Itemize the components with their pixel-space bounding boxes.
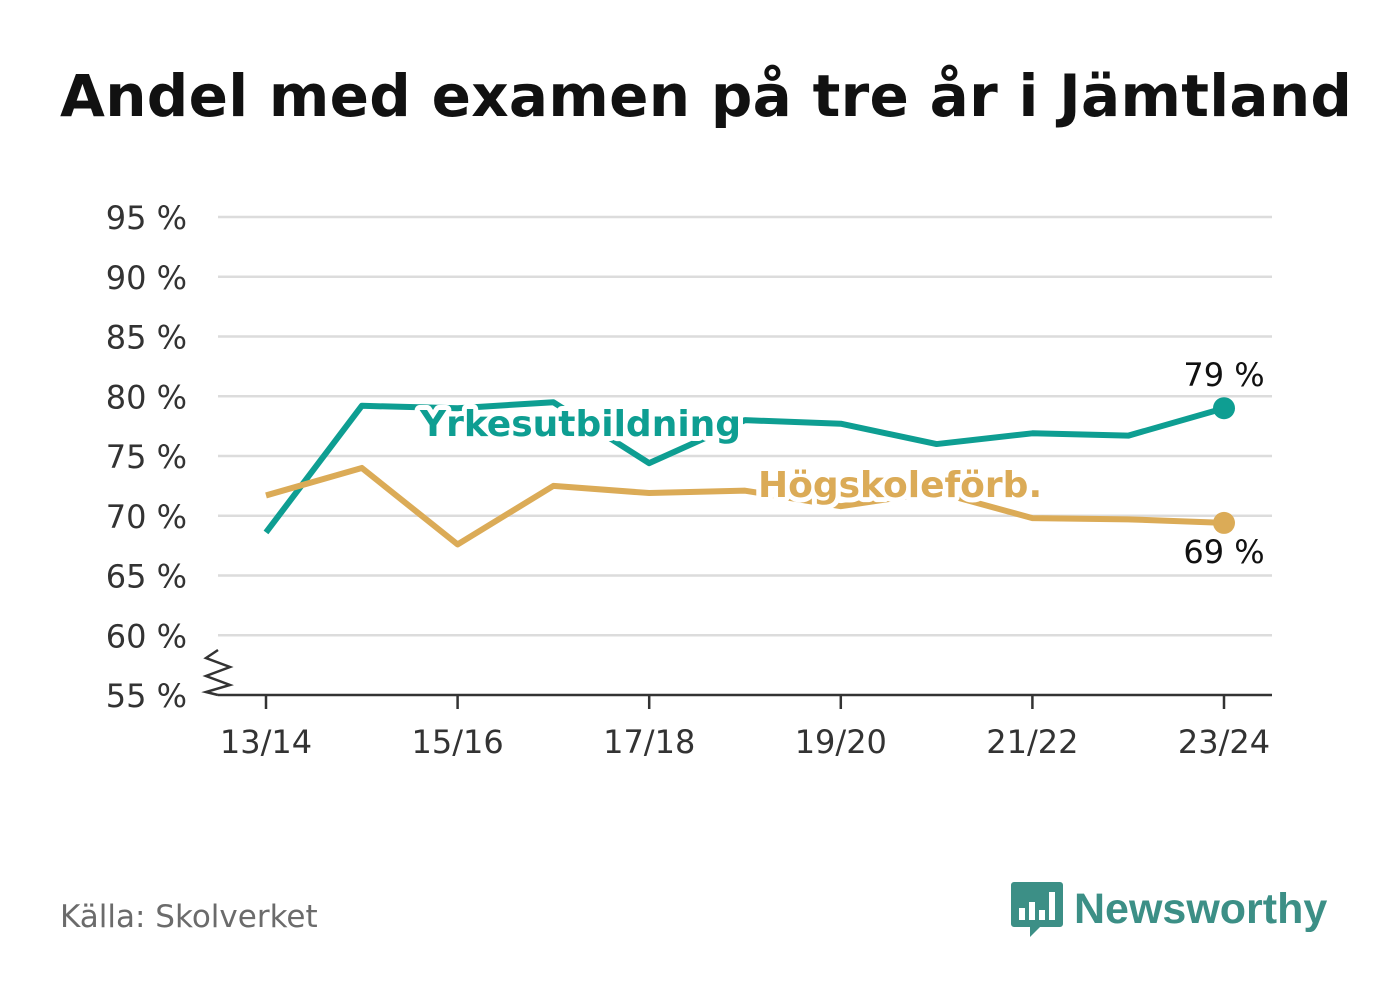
axis-break-mark [201, 648, 234, 697]
chart-title: Andel med examen på tre år i Jämtland [60, 62, 1353, 130]
series-label: Yrkesutbildning [419, 404, 741, 445]
x-tick-label: 13/14 [220, 723, 312, 761]
y-tick-label: 70 % [106, 498, 187, 536]
x-tick-label: 21/22 [986, 723, 1078, 761]
end-value-label: 79 % [1183, 356, 1264, 394]
end-point-marker [1213, 397, 1235, 420]
x-tick-label: 19/20 [795, 723, 887, 761]
series-lines [263, 397, 1235, 548]
y-tick-label: 80 % [106, 378, 187, 416]
x-tick-label: 23/24 [1178, 723, 1270, 761]
source-note: Källa: Skolverket [60, 899, 318, 935]
brand-logo: Newsworthy [1010, 880, 1327, 938]
brand-name: Newsworthy [1074, 884, 1328, 933]
y-axis: 55 % 60 % 65 % 70 % 75 % 80 % 85 % 90 % 95 % [106, 199, 234, 715]
series-line-yrkesutbildning [263, 399, 1225, 535]
y-tick-label: 65 % [106, 558, 187, 596]
y-tick-label: 75 % [106, 438, 187, 476]
series-label: Högskoleförb. [758, 465, 1042, 506]
series-labels: Yrkesutbildning Högskoleförb. 79 % 69 % [414, 356, 1265, 571]
end-point-marker [1213, 511, 1235, 534]
bar-chart-speech-bubble-icon [1011, 882, 1063, 937]
y-tick-label: 90 % [106, 259, 187, 297]
x-tick-label: 17/18 [603, 723, 695, 761]
series-line-hogskoleforb [265, 464, 1225, 548]
x-tick-label: 15/16 [411, 723, 503, 761]
end-value-label: 69 % [1183, 533, 1264, 571]
gridlines [218, 215, 1272, 637]
y-tick-label: 55 % [106, 677, 187, 715]
y-tick-label: 60 % [106, 617, 187, 655]
y-tick-label: 85 % [106, 319, 187, 357]
x-axis: 13/14 15/16 17/18 19/20 21/22 23/24 [218, 693, 1272, 761]
y-tick-label: 95 % [106, 199, 187, 237]
